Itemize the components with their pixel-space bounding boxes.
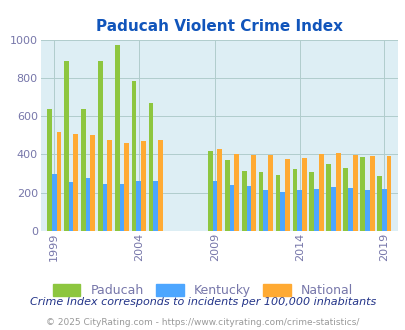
Bar	[158, 140, 162, 231]
Bar	[386, 156, 390, 231]
Bar	[68, 182, 73, 231]
Bar	[369, 156, 373, 231]
Bar	[246, 186, 251, 231]
Bar	[359, 157, 364, 231]
Bar	[301, 158, 306, 231]
Bar	[381, 189, 386, 231]
Bar	[141, 141, 145, 231]
Bar	[326, 164, 330, 231]
Title: Paducah Violent Crime Index: Paducah Violent Crime Index	[96, 19, 342, 34]
Bar	[73, 134, 78, 231]
Bar	[296, 190, 301, 231]
Bar	[352, 155, 357, 231]
Bar	[207, 150, 212, 231]
Bar	[234, 154, 239, 231]
Bar	[212, 181, 217, 231]
Bar	[364, 190, 369, 231]
Bar	[148, 103, 153, 231]
Legend: Paducah, Kentucky, National: Paducah, Kentucky, National	[48, 279, 357, 302]
Bar	[268, 155, 272, 231]
Bar	[56, 132, 61, 231]
Bar	[107, 140, 112, 231]
Bar	[280, 192, 284, 231]
Bar	[347, 188, 352, 231]
Bar	[229, 185, 234, 231]
Bar	[136, 181, 141, 231]
Bar	[318, 154, 323, 231]
Bar	[52, 174, 56, 231]
Bar	[124, 143, 129, 231]
Bar	[115, 45, 119, 231]
Bar	[313, 189, 318, 231]
Bar	[119, 184, 124, 231]
Bar	[376, 177, 381, 231]
Bar	[330, 187, 335, 231]
Bar	[85, 178, 90, 231]
Bar	[335, 153, 340, 231]
Bar	[47, 109, 52, 231]
Bar	[224, 160, 229, 231]
Bar	[81, 110, 85, 231]
Bar	[275, 176, 280, 231]
Bar	[258, 172, 263, 231]
Bar	[153, 181, 158, 231]
Bar	[292, 169, 296, 231]
Text: © 2025 CityRating.com - https://www.cityrating.com/crime-statistics/: © 2025 CityRating.com - https://www.city…	[46, 318, 359, 327]
Bar	[284, 159, 289, 231]
Bar	[64, 61, 68, 231]
Bar	[90, 135, 95, 231]
Bar	[251, 155, 256, 231]
Bar	[343, 168, 347, 231]
Bar	[131, 81, 136, 231]
Bar	[98, 61, 102, 231]
Bar	[263, 190, 268, 231]
Text: Crime Index corresponds to incidents per 100,000 inhabitants: Crime Index corresponds to incidents per…	[30, 297, 375, 307]
Bar	[241, 171, 246, 231]
Bar	[102, 184, 107, 231]
Bar	[217, 149, 222, 231]
Bar	[309, 172, 313, 231]
